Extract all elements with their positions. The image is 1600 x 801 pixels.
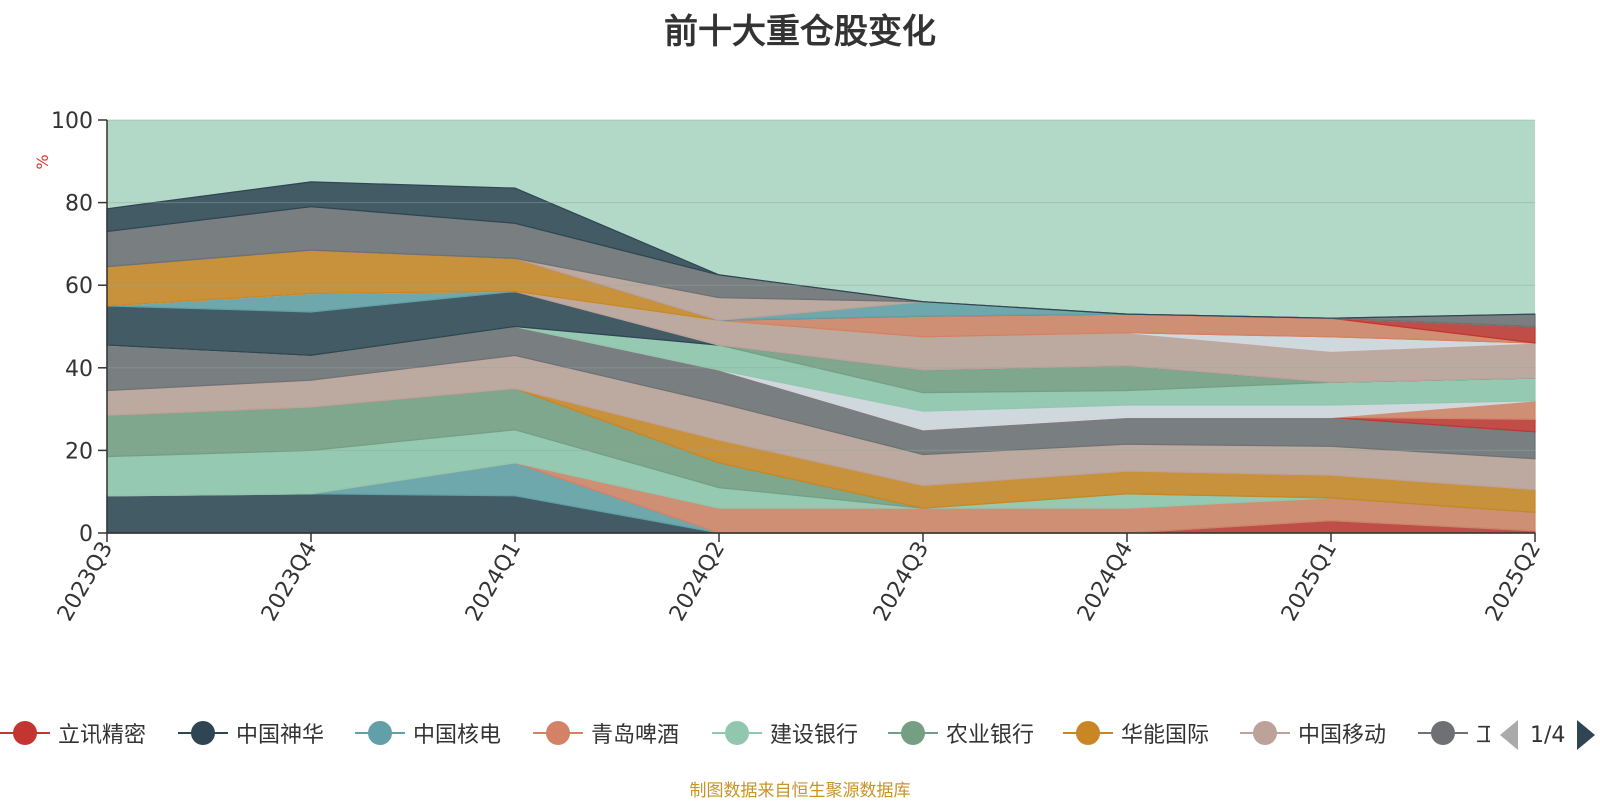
y-axis-unit-label: % <box>33 154 52 169</box>
legend-pager: 1/4 <box>1500 718 1596 752</box>
legend-item[interactable]: 中国神华 <box>178 713 324 753</box>
y-tick-label: 80 <box>65 192 93 217</box>
legend-label: 工 <box>1476 723 1490 748</box>
legend-item[interactable]: 工 <box>1418 713 1490 753</box>
legend-item[interactable]: 青岛啤酒 <box>533 713 679 753</box>
legend-label: 建设银行 <box>770 723 859 748</box>
x-tick-label: 2025Q1 <box>1277 538 1342 626</box>
legend-label: 中国核电 <box>413 723 502 748</box>
legend-marker-icon <box>0 720 50 746</box>
stacked-area-chart: 0 20 40 60 80 100 2023Q3 2023Q4 2024Q1 2024Q2 2024… <box>33 109 1546 626</box>
legend-label: 立讯精密 <box>58 723 147 748</box>
legend-item[interactable]: 中国核电 <box>355 713 501 753</box>
y-tick-label: 60 <box>65 274 93 299</box>
legend-label: 中国神华 <box>236 723 325 748</box>
legend-next-page-button[interactable] <box>1577 720 1596 750</box>
x-tick-label: 2023Q4 <box>257 538 322 626</box>
legend-item[interactable]: 建设银行 <box>712 713 858 753</box>
x-tick-label: 2024Q3 <box>869 538 934 626</box>
y-tick-label: 20 <box>65 439 93 464</box>
data-source-note: 制图数据来自恒生聚源数据库 <box>689 781 911 801</box>
legend-page-indicator: 1/4 <box>1530 722 1566 748</box>
x-tick-label: 2024Q4 <box>1073 538 1138 626</box>
legend-marker-icon <box>355 720 405 746</box>
legend: 立讯精密 中国神华 中国核电 青岛啤酒 建设银行 农业银行 华能国际 中国移动 工 <box>0 713 1490 753</box>
legend-marker-icon <box>888 720 938 746</box>
legend-label: 华能国际 <box>1121 723 1210 748</box>
area-band-25[interactable] <box>106 181 1536 319</box>
legend-prev-page-button[interactable] <box>1500 720 1518 750</box>
x-tick-label: 2024Q1 <box>461 538 526 626</box>
x-tick-label: 2025Q2 <box>1481 538 1546 626</box>
legend-item[interactable]: 农业银行 <box>888 713 1034 753</box>
legend-marker-icon <box>533 720 583 746</box>
y-tick-label: 40 <box>65 357 93 382</box>
y-tick-label: 0 <box>79 522 93 547</box>
legend-label: 青岛啤酒 <box>591 723 680 748</box>
legend-label: 中国移动 <box>1298 723 1387 748</box>
y-tick-label: 100 <box>51 109 93 134</box>
x-tick-label: 2023Q3 <box>53 538 118 626</box>
legend-item[interactable]: 中国移动 <box>1240 713 1386 753</box>
legend-item[interactable]: 华能国际 <box>1063 713 1209 753</box>
legend-item[interactable]: 立讯精密 <box>0 713 146 753</box>
legend-label: 农业银行 <box>946 723 1035 748</box>
x-tick-label: 2024Q2 <box>665 538 730 626</box>
legend-marker-icon <box>1063 720 1113 746</box>
legend-marker-icon <box>1240 720 1290 746</box>
legend-marker-icon <box>178 720 228 746</box>
legend-marker-icon <box>712 720 762 746</box>
legend-marker-icon <box>1418 720 1468 746</box>
chart-title: 前十大重仓股变化 <box>664 12 936 52</box>
